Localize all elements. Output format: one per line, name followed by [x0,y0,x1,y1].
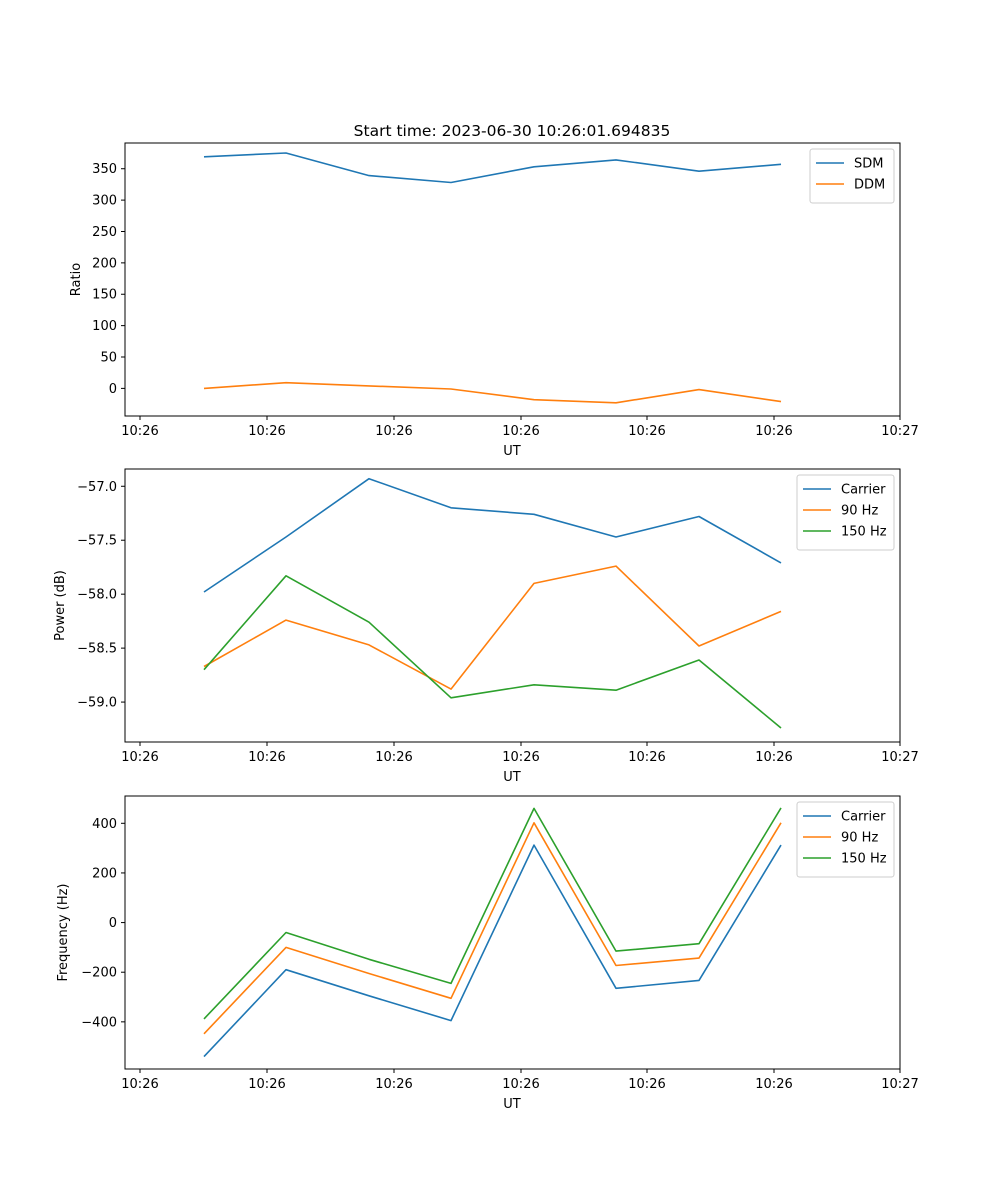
subplots: 10:26 10:26 10:26 10:26 10:26 10:26 10:27 0 50 10… [53,142,919,1112]
y-tick-label: 200 [92,866,117,881]
x-tick-label: 10:26 [375,1077,412,1092]
x-tick-label: 10:26 [755,424,792,439]
series-line-2 [203,821,782,1035]
series-line-2 [203,381,782,404]
plot-frame [124,795,901,1070]
y-tick-label: 400 [92,817,117,832]
x-tick-label: 10:26 [375,424,412,439]
series-line-1 [203,844,782,1058]
y-tick-label: −58.5 [77,642,117,657]
y-tick-label: 200 [92,256,117,271]
y-tick-label: 250 [92,225,117,240]
y-tick-label: −57.5 [77,534,117,549]
series-line-3 [203,574,782,729]
subplot-1: 10:26 10:26 10:26 10:26 10:26 10:26 10:27 0 50 10… [69,142,919,459]
series-line-1 [203,152,782,184]
y-tick-label: −200 [81,966,117,981]
x-tick-label: 10:26 [628,1077,665,1092]
figure-title: Start time: 2023-06-30 10:26:01.694835 [354,122,671,140]
subplot-2: 10:26 10:26 10:26 10:26 10:26 10:26 10:27 −57.0… [53,468,919,785]
x-tick-label: 10:26 [502,750,539,765]
x-tick-label: 10:27 [881,750,918,765]
series-line-2 [203,565,782,690]
legend-label: 150 Hz [841,852,887,867]
x-tick-label: 10:26 [248,424,285,439]
legend: SDM DDM [809,148,895,204]
legend-label: Carrier [841,483,886,498]
x-tick-label: 10:26 [502,1077,539,1092]
y-tick-label: 0 [109,382,117,397]
y-tick-label: 150 [92,288,117,303]
y-tick-label: −58.0 [77,588,117,603]
legend-label: 150 Hz [841,525,887,540]
series-line-1 [203,477,782,593]
x-tick-label: 10:26 [755,750,792,765]
legend-label: SDM [854,157,883,172]
x-tick-label: 10:27 [881,1077,918,1092]
legend-label: DDM [854,178,885,193]
y-tick-label: 100 [92,319,117,334]
x-tick-label: 10:26 [375,750,412,765]
x-tick-label: 10:26 [248,750,285,765]
y-tick-label: 350 [92,162,117,177]
x-axis-label: UT [503,1097,521,1112]
plot-frame [124,468,901,743]
y-tick-label: 50 [100,351,117,366]
legend-label: Carrier [841,810,886,825]
legend: Carrier 90 Hz 150 Hz [796,801,895,878]
x-tick-label: 10:26 [121,1077,158,1092]
y-tick-label: 0 [109,916,117,931]
legend: Carrier 90 Hz 150 Hz [796,474,895,551]
x-axis-label: UT [503,444,521,459]
x-tick-label: 10:26 [755,1077,792,1092]
y-tick-label: −57.0 [77,480,117,495]
plot-frame [124,142,901,417]
x-axis-label: UT [503,770,521,785]
x-tick-label: 10:26 [121,424,158,439]
x-tick-label: 10:27 [881,424,918,439]
y-axis-label: Power (dB) [53,570,68,641]
y-tick-label: 300 [92,194,117,209]
x-tick-label: 10:26 [248,1077,285,1092]
x-tick-label: 10:26 [628,750,665,765]
y-axis-label: Ratio [69,263,84,296]
series-line-3 [203,807,782,1020]
x-tick-label: 10:26 [502,424,539,439]
subplot-3: 10:26 10:26 10:26 10:26 10:26 10:26 10:27 400 20… [56,795,919,1112]
y-tick-label: −400 [81,1015,117,1030]
x-tick-label: 10:26 [121,750,158,765]
y-axis-label: Frequency (Hz) [56,883,71,981]
legend-label: 90 Hz [841,504,878,519]
legend-label: 90 Hz [841,831,878,846]
y-tick-label: −59.0 [77,696,117,711]
x-tick-label: 10:26 [628,424,665,439]
